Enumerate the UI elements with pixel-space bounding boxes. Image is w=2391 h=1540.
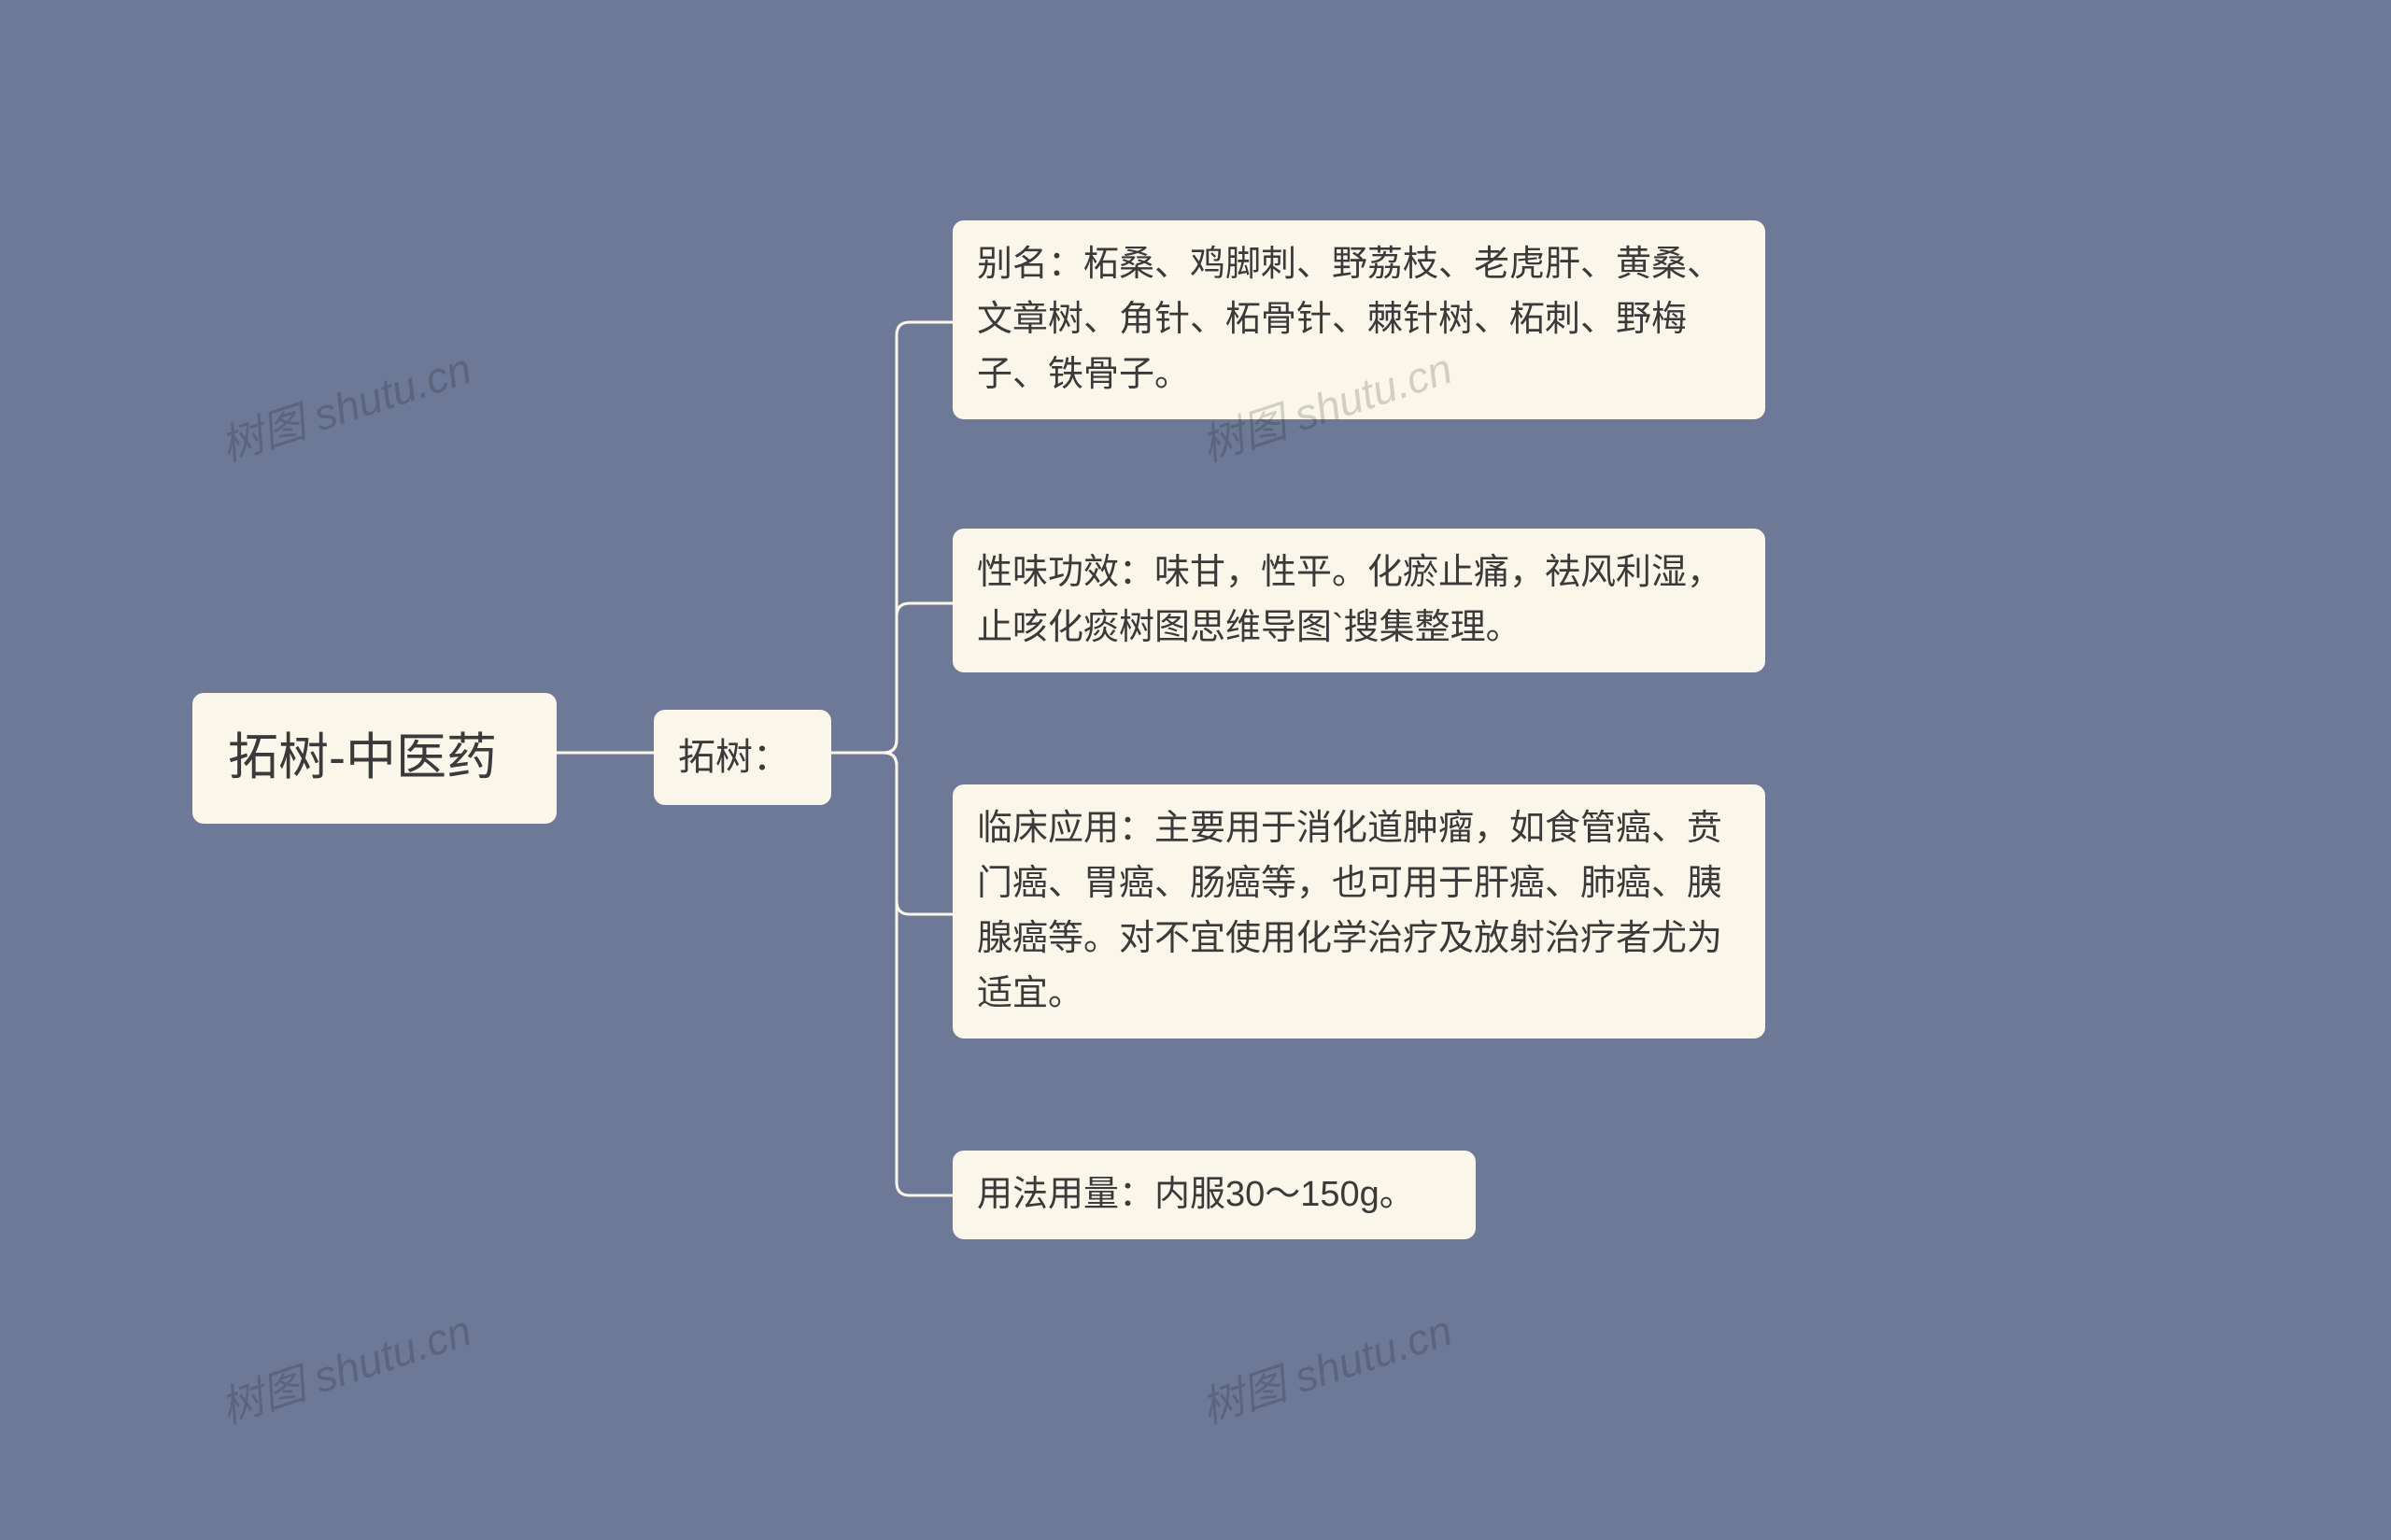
leaf-node-clinical[interactable]: 临床应用：主要用于消化道肿瘤，如食管癌、贲门癌、胃癌、肠癌等，也可用于肝癌、肺癌… — [953, 784, 1765, 1038]
level1-label: 拓树： — [678, 737, 790, 778]
root-node[interactable]: 拓树-中医药 — [192, 693, 557, 824]
leaf-label: 别名：柘桑、鸡脚刺、野荔枝、老虎肝、黄桑、文章树、角针、柘骨针、棘针树、柘刺、野… — [977, 245, 1722, 394]
leaf-node-aliases[interactable]: 别名：柘桑、鸡脚刺、野荔枝、老虎肝、黄桑、文章树、角针、柘骨针、棘针树、柘刺、野… — [953, 220, 1765, 419]
leaf-node-dosage[interactable]: 用法用量：内服30～150g。 — [953, 1151, 1476, 1239]
leaf-label: 性味功效：味甘，性平。化瘀止痛，祛风利湿，止咳化痰树图思维导图`搜集整理。 — [977, 553, 1722, 647]
watermark: 树图 shutu.cn — [1193, 1297, 1459, 1436]
leaf-node-properties[interactable]: 性味功效：味甘，性平。化瘀止痛，祛风利湿，止咳化痰树图思维导图`搜集整理。 — [953, 529, 1765, 672]
watermark: 树图 shutu.cn — [212, 335, 478, 474]
watermark: 树图 shutu.cn — [212, 1297, 478, 1436]
leaf-label: 临床应用：主要用于消化道肿瘤，如食管癌、贲门癌、胃癌、肠癌等，也可用于肝癌、肺癌… — [977, 809, 1722, 1013]
level1-node[interactable]: 拓树： — [654, 710, 831, 805]
root-label: 拓树-中医药 — [228, 729, 497, 785]
leaf-label: 用法用量：内服30～150g。 — [977, 1175, 1415, 1214]
